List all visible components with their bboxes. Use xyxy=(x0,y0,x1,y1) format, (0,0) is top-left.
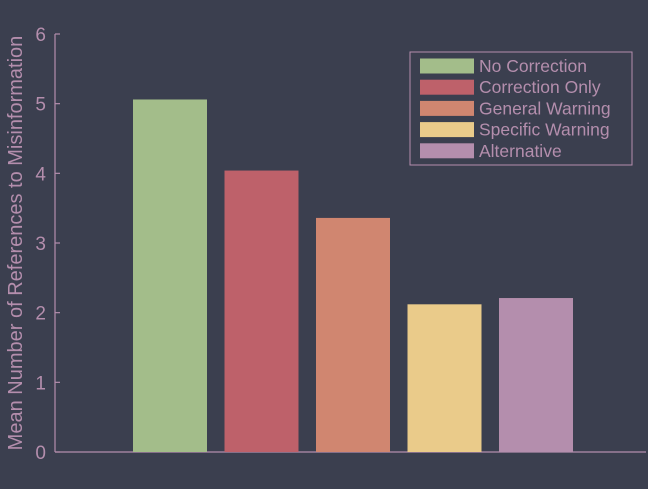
y-axis-label: Mean Number of References to Misinformat… xyxy=(5,36,27,451)
y-tick-label: 4 xyxy=(35,164,46,185)
y-tick-label: 6 xyxy=(35,25,46,46)
y-tick-label: 3 xyxy=(35,234,46,255)
bar-general-warning xyxy=(316,217,390,452)
y-tick-label: 5 xyxy=(35,95,46,116)
legend-swatch xyxy=(420,79,474,95)
bar-specific-warning xyxy=(407,304,482,452)
y-tick-label: 1 xyxy=(35,373,46,394)
legend-swatch xyxy=(420,100,474,116)
legend-swatch xyxy=(420,58,474,74)
legend-swatch xyxy=(420,143,474,159)
legend-label: No Correction xyxy=(479,56,587,76)
legend-label: General Warning xyxy=(479,98,611,118)
legend-label: Specific Warning xyxy=(479,120,610,140)
y-tick-label: 2 xyxy=(35,304,46,325)
legend-label: Alternative xyxy=(479,141,562,161)
legend-swatch xyxy=(420,122,474,138)
bar-correction-only xyxy=(224,170,299,452)
bar-no-correction xyxy=(133,99,207,452)
bar-alternative xyxy=(499,298,573,452)
legend-label: Correction Only xyxy=(479,77,601,97)
y-tick-label: 0 xyxy=(35,443,46,464)
bars-layer xyxy=(133,99,573,452)
